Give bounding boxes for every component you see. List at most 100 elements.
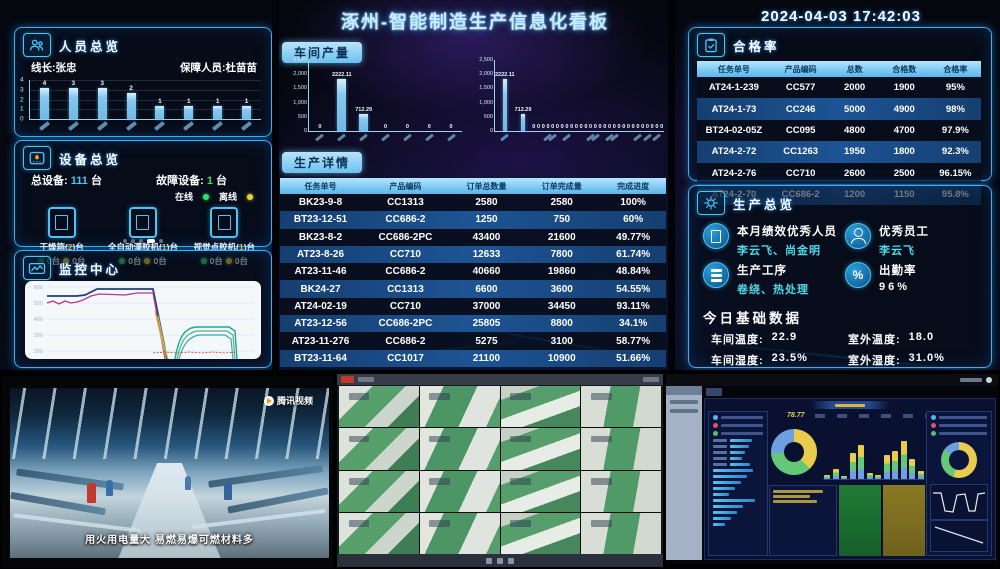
bar-value-label: 0: [651, 124, 654, 130]
camera-feed[interactable]: [339, 386, 419, 427]
bar-value-label: 0: [599, 124, 602, 130]
toolbar-chip[interactable]: [358, 377, 374, 382]
y-tick: 0: [304, 128, 307, 134]
mini-center-panel: [769, 421, 925, 556]
carousel-pager[interactable]: [15, 239, 271, 243]
camera-feed[interactable]: [581, 513, 661, 554]
table-cell: AT24-2-76: [697, 168, 771, 179]
camera-feed[interactable]: [501, 471, 581, 512]
hbar-row: [713, 505, 763, 508]
hbar-row: [713, 523, 763, 526]
camera-feed[interactable]: [501, 428, 581, 469]
overview-item: 优秀员工 李云飞: [845, 223, 981, 258]
camera-feed[interactable]: [581, 428, 661, 469]
bar: 0: [659, 60, 664, 131]
user-avatar[interactable]: [986, 377, 992, 383]
bar-value-label: 0: [636, 124, 639, 130]
column-header: 完成进度: [600, 181, 666, 192]
dashboard-screen: 涿州-智能制造生产信息化看板 2024-04-03 17:42:03 人员总览 …: [0, 0, 1000, 372]
status-green-column: [839, 485, 881, 556]
worker-figure: [224, 482, 232, 500]
camera-feed[interactable]: [501, 513, 581, 554]
table-row: AT24-1-73 CC246 5000 4900 98%: [697, 98, 981, 119]
tablet-icon: [129, 207, 157, 238]
bar-value-label: 0: [546, 124, 549, 130]
table-cell: BK23-8-2: [280, 232, 361, 243]
legend-dot-icon: [713, 431, 718, 436]
legend-row: [931, 415, 987, 420]
legend-dot-icon: [931, 423, 936, 428]
table-cell: AT23-12-56: [280, 318, 361, 329]
y-tick: 2,000: [293, 71, 307, 77]
mini-right-panel: [926, 411, 992, 556]
app-title-bar[interactable]: [666, 374, 998, 386]
table-cell: AT24-1-73: [697, 104, 771, 115]
table-cell: CC577: [771, 82, 831, 93]
camera-feed[interactable]: [501, 386, 581, 427]
metric-value: 23.5%: [772, 352, 808, 368]
gear-icon: [697, 191, 725, 215]
bar-value-label: 2: [129, 85, 133, 92]
record-button[interactable]: [341, 376, 354, 383]
workshop-chart-1: 2,500 2,000 1,500 1,000 500 0 0 2222.11 712.29 0 0…: [284, 60, 464, 144]
toolbar-chip[interactable]: [643, 377, 659, 382]
legend-dot-icon: [713, 415, 718, 420]
table-cell: BK23-9-8: [280, 197, 361, 208]
mini-bar: [858, 445, 864, 479]
list-row: [713, 439, 763, 442]
x-tick-label: [359, 134, 368, 142]
bar: 1: [179, 80, 199, 119]
app-tab[interactable]: [706, 388, 722, 396]
guard-label: 保障人员:杜苗苗: [180, 60, 257, 75]
person-icon: [845, 223, 871, 249]
bar: 712.29: [353, 60, 375, 131]
camera-feed[interactable]: [420, 386, 500, 427]
camera-feed[interactable]: [339, 471, 419, 512]
table-cell: CC686-2: [361, 214, 450, 225]
table-cell: CC1313: [361, 197, 450, 208]
mini-status-columns: [769, 485, 925, 556]
table-cell: 97.9%: [930, 125, 981, 136]
hbar-row: [713, 493, 763, 496]
cctv-bottom-bar[interactable]: [337, 554, 663, 567]
panel-title: 生产总览: [733, 194, 795, 213]
svg-text:200: 200: [34, 349, 43, 355]
worker-figure: [87, 483, 96, 503]
table-cell: CC1313: [361, 284, 450, 295]
offline-label: 离线: [219, 190, 237, 203]
app-sidebar[interactable]: [666, 386, 702, 560]
camera-feed[interactable]: [339, 513, 419, 554]
column-header: 合格数: [879, 64, 930, 75]
camera-feed[interactable]: [420, 428, 500, 469]
line-leader-label: 线长:张忠: [31, 60, 77, 75]
camera-feed[interactable]: [420, 513, 500, 554]
camera-feed[interactable]: [581, 386, 661, 427]
table-cell: CC710: [771, 168, 831, 179]
bar-value-label: 0: [603, 124, 606, 130]
hbar-row: [713, 517, 763, 520]
table-cell: 43400: [450, 232, 523, 243]
svg-text:600: 600: [34, 285, 43, 291]
factory-video-screen[interactable]: 腾讯视频 用火用电量大 易燃易爆可燃材料多: [2, 376, 333, 568]
bar-value-label: 0: [556, 124, 559, 130]
sidebar-item[interactable]: [670, 409, 698, 413]
table-cell: CC686-2PC: [361, 232, 450, 243]
metric-label: 室外温度:: [848, 331, 901, 347]
cctv-toolbar[interactable]: [337, 374, 663, 385]
y-tick: 1,000: [293, 100, 307, 106]
mini-ring-chart: [941, 442, 977, 478]
table-cell: 60%: [600, 214, 666, 225]
sidebar-item[interactable]: [670, 400, 698, 404]
table-row: AT24-1-239 CC577 2000 1900 95%: [697, 77, 981, 98]
video-wall: 涿州-智能制造生产信息化看板 2024-04-03 17:42:03 人员总览 …: [0, 0, 1000, 569]
metric-value: 18.0: [909, 331, 934, 347]
hbar-row: [713, 481, 763, 484]
camera-feed[interactable]: [420, 471, 500, 512]
table-cell: AT23-11-276: [280, 336, 361, 347]
camera-feed[interactable]: [581, 471, 661, 512]
x-tick-label: [97, 121, 108, 131]
metric-label: 车间湿度:: [711, 352, 764, 368]
mini-bar: [875, 475, 881, 479]
camera-feed[interactable]: [339, 428, 419, 469]
mini-bar: [850, 453, 856, 479]
